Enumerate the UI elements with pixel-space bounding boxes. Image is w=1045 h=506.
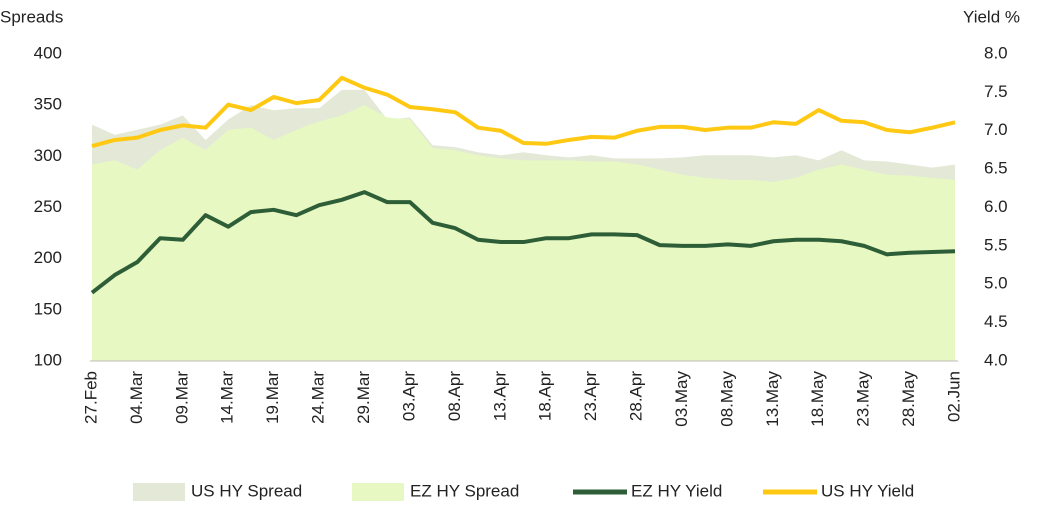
y2-tick-label: 6.0 <box>984 197 1008 216</box>
x-tick-label: 03.Apr <box>399 371 418 421</box>
y2-tick-label: 7.0 <box>984 120 1008 139</box>
x-tick-label: 28.Apr <box>627 371 646 421</box>
x-tick-label: 18.Apr <box>536 371 555 421</box>
y2-tick-label: 7.5 <box>984 82 1008 101</box>
x-tick-label: 03.May <box>672 371 691 427</box>
y2-tick-label: 5.5 <box>984 235 1008 254</box>
x-tick-label: 02.Jun <box>944 371 963 422</box>
y2-axis-title: Yield % <box>963 7 1020 26</box>
y-tick-label: 250 <box>34 197 62 216</box>
x-tick-label: 19.Mar <box>263 371 282 424</box>
y-axis-title: Spreads <box>0 7 63 26</box>
x-tick-label: 08.Apr <box>445 371 464 421</box>
legend-swatch <box>352 483 404 501</box>
y-tick-label: 200 <box>34 248 62 267</box>
y2-tick-label: 8.0 <box>984 43 1008 62</box>
y-tick-label: 350 <box>34 95 62 114</box>
x-tick-label: 18.May <box>808 371 827 427</box>
x-tick-label: 04.Mar <box>127 371 146 424</box>
x-tick-label: 27.Feb <box>81 371 100 424</box>
y-tick-label: 300 <box>34 146 62 165</box>
x-tick-label: 14.Mar <box>218 371 237 424</box>
y2-tick-label: 5.0 <box>984 274 1008 293</box>
x-tick-label: 13.Apr <box>490 371 509 421</box>
legend-swatch <box>133 483 185 501</box>
y2-tick-label: 4.5 <box>984 312 1008 331</box>
legend-label: EZ HY Yield <box>631 481 722 500</box>
x-tick-label: 29.Mar <box>354 371 373 424</box>
y-tick-label: 150 <box>34 299 62 318</box>
legend-label: US HY Spread <box>191 481 302 500</box>
x-tick-label: 13.May <box>763 371 782 427</box>
legend-label: US HY Yield <box>821 481 914 500</box>
y2-tick-label: 4.0 <box>984 350 1008 369</box>
x-tick-label: 08.May <box>717 371 736 427</box>
y-tick-label: 400 <box>34 43 62 62</box>
x-tick-label: 28.May <box>899 371 918 427</box>
y2-tick-label: 6.5 <box>984 159 1008 178</box>
area <box>92 105 955 362</box>
x-tick-label: 23.May <box>854 371 873 427</box>
legend-label: EZ HY Spread <box>410 481 519 500</box>
x-tick-label: 09.Mar <box>172 371 191 424</box>
y-tick-label: 100 <box>34 350 62 369</box>
x-tick-label: 24.Mar <box>309 371 328 424</box>
x-tick-label: 23.Apr <box>581 371 600 421</box>
line <box>90 190 956 295</box>
line <box>91 75 956 149</box>
